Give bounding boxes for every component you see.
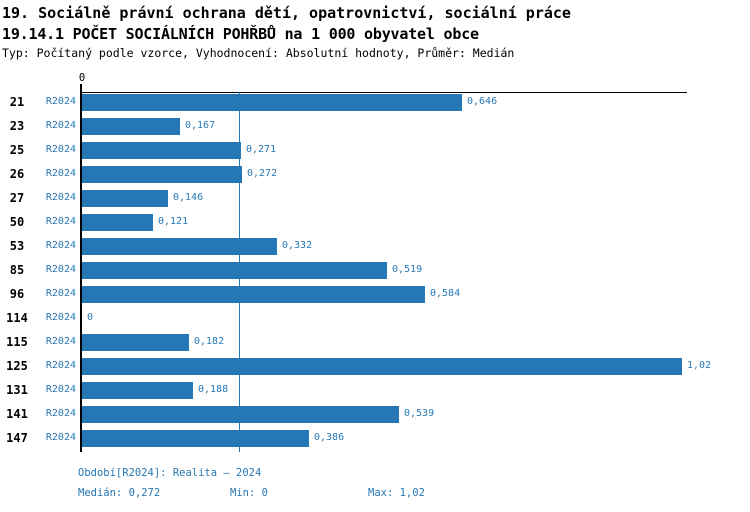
legend-min: Min: 0 — [230, 487, 268, 499]
chart-row: 147 R2024 0,386 — [0, 426, 750, 450]
value-bar — [82, 117, 180, 135]
value-bar — [82, 429, 309, 447]
value-label: 0 — [87, 312, 94, 323]
row-category-label: 96 — [9, 287, 25, 301]
value-label: 0,167 — [185, 120, 216, 131]
chart-row: 27 R2024 0,146 — [0, 186, 750, 210]
value-label: 0,271 — [246, 144, 277, 155]
row-period-label: R2024 — [45, 168, 76, 179]
chart-row: 141 R2024 0,539 — [0, 402, 750, 426]
row-period-label: R2024 — [45, 240, 76, 251]
row-period-label: R2024 — [45, 360, 76, 371]
row-period-label: R2024 — [45, 192, 76, 203]
row-period-label: R2024 — [45, 432, 76, 443]
value-label: 0,121 — [158, 216, 189, 227]
row-period-label: R2024 — [45, 144, 76, 155]
chart-subtitle: Typ: Počítaný podle vzorce, Vyhodnocení:… — [2, 46, 515, 60]
value-bar — [82, 357, 682, 375]
value-bar — [82, 333, 189, 351]
report-section-title: 19. Sociálně právní ochrana dětí, opatro… — [2, 4, 571, 22]
x-axis-zero-tick-label: 0 — [78, 72, 86, 84]
value-label: 0,272 — [247, 168, 278, 179]
row-category-label: 114 — [6, 311, 28, 325]
chart-row: 85 R2024 0,519 — [0, 258, 750, 282]
value-bar — [82, 189, 168, 207]
value-label: 0,519 — [392, 264, 423, 275]
chart-row: 125 R2024 1,02 — [0, 354, 750, 378]
row-period-label: R2024 — [45, 408, 76, 419]
row-category-label: 21 — [9, 95, 25, 109]
row-period-label: R2024 — [45, 288, 76, 299]
row-category-label: 27 — [9, 191, 25, 205]
value-label: 0,188 — [198, 384, 229, 395]
value-bar — [82, 213, 153, 231]
legend-max: Max: 1,02 — [368, 487, 425, 499]
legend-median: Medián: 0,272 — [78, 487, 161, 499]
row-category-label: 125 — [6, 359, 28, 373]
value-label: 0,332 — [282, 240, 313, 251]
row-period-label: R2024 — [45, 120, 76, 131]
row-category-label: 50 — [9, 215, 25, 229]
value-bar — [82, 141, 241, 159]
chart-row: 21 R2024 0,646 — [0, 90, 750, 114]
value-label: 0,539 — [404, 408, 435, 419]
row-category-label: 23 — [9, 119, 25, 133]
value-label: 0,146 — [173, 192, 204, 203]
value-bar — [82, 237, 277, 255]
chart-row: 114 R2024 0 — [0, 306, 750, 330]
row-category-label: 147 — [6, 431, 28, 445]
chart-row: 53 R2024 0,332 — [0, 234, 750, 258]
chart-row: 50 R2024 0,121 — [0, 210, 750, 234]
legend-period: Období[R2024]: Realita – 2024 — [78, 467, 262, 479]
value-label: 0,182 — [194, 336, 225, 347]
value-label: 0,386 — [314, 432, 345, 443]
chart-row: 96 R2024 0,584 — [0, 282, 750, 306]
row-category-label: 25 — [9, 143, 25, 157]
row-category-label: 26 — [9, 167, 25, 181]
row-period-label: R2024 — [45, 96, 76, 107]
indicator-title: 19.14.1 POČET SOCIÁLNÍCH POHŘBŮ na 1 000… — [2, 25, 479, 43]
row-period-label: R2024 — [45, 312, 76, 323]
row-category-label: 53 — [9, 239, 25, 253]
y-axis-line — [80, 84, 82, 452]
row-period-label: R2024 — [45, 264, 76, 275]
value-bar — [82, 381, 193, 399]
value-bar — [82, 93, 462, 111]
value-bar — [82, 165, 242, 183]
chart-row: 26 R2024 0,272 — [0, 162, 750, 186]
row-period-label: R2024 — [45, 384, 76, 395]
row-category-label: 131 — [6, 383, 28, 397]
value-label: 1,02 — [687, 360, 712, 371]
chart-row: 131 R2024 0,188 — [0, 378, 750, 402]
x-axis-top-line — [80, 92, 687, 93]
value-label: 0,584 — [430, 288, 461, 299]
bar-chart: 0 21 R2024 0,646 23 R2024 0,167 25 R2024 0,271 26… — [0, 72, 750, 452]
value-bar — [82, 405, 399, 423]
value-bar — [82, 261, 387, 279]
row-category-label: 115 — [6, 335, 28, 349]
chart-row: 25 R2024 0,271 — [0, 138, 750, 162]
chart-row: 115 R2024 0,182 — [0, 330, 750, 354]
row-category-label: 85 — [9, 263, 25, 277]
value-bar — [82, 285, 425, 303]
row-category-label: 141 — [6, 407, 28, 421]
row-period-label: R2024 — [45, 336, 76, 347]
row-period-label: R2024 — [45, 216, 76, 227]
value-label: 0,646 — [467, 96, 498, 107]
chart-row: 23 R2024 0,167 — [0, 114, 750, 138]
